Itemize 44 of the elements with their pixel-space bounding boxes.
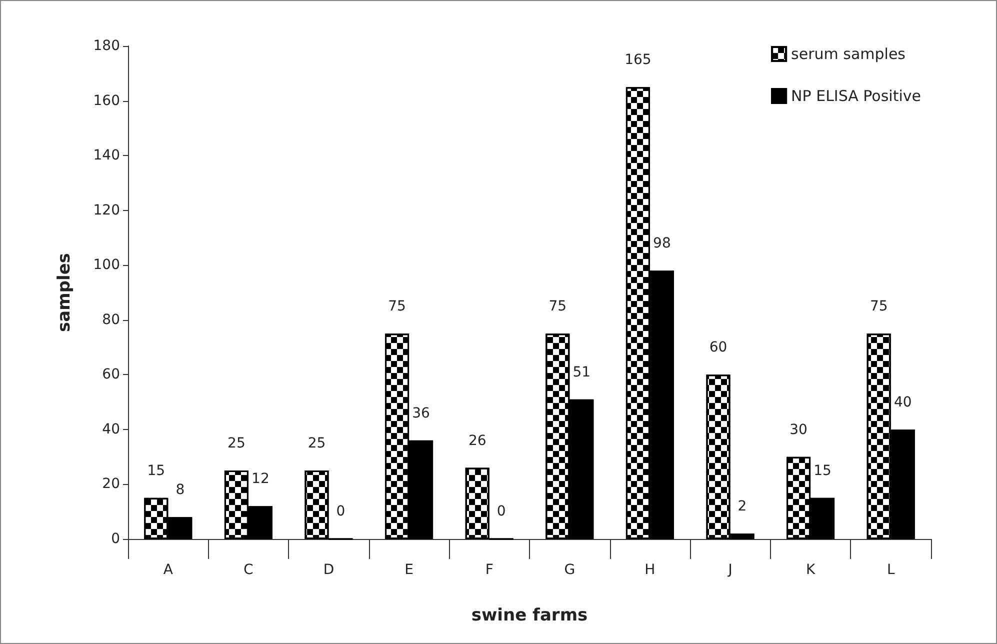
- x-axis-title: swine farms: [471, 606, 588, 626]
- y-tick-label: 140: [93, 148, 120, 164]
- data-label: 165: [624, 52, 652, 68]
- y-tick-label: 160: [93, 92, 120, 109]
- x-tick-label: J: [727, 562, 732, 578]
- data-label: 60: [709, 340, 728, 356]
- data-label: 25: [228, 436, 246, 452]
- data-label: 0: [336, 503, 346, 520]
- y-tick-label: 180: [93, 38, 120, 54]
- data-label: 26: [468, 432, 486, 449]
- data-label: 40: [894, 394, 912, 410]
- x-tick-label: G: [564, 562, 576, 578]
- x-tick-label: L: [886, 562, 895, 578]
- y-axis-title: samples: [54, 253, 74, 332]
- x-tick-label: K: [806, 562, 816, 578]
- data-label: 12: [252, 471, 270, 488]
- data-label: 15: [147, 462, 166, 479]
- x-tick-label: D: [323, 562, 334, 578]
- data-label: 30: [790, 422, 808, 438]
- x-tick-label: A: [163, 562, 174, 578]
- data-label: 8: [176, 482, 185, 498]
- data-label: 98: [653, 236, 671, 252]
- y-tick-label: 80: [102, 312, 120, 328]
- data-label: 25: [308, 436, 326, 452]
- y-tick-label: 120: [93, 202, 120, 218]
- data-label: 0: [496, 503, 506, 520]
- y-tick-label: 60: [102, 366, 120, 383]
- data-label: 51: [572, 364, 591, 380]
- y-tick-label: 20: [102, 476, 120, 492]
- data-label: 2: [738, 498, 747, 515]
- x-tick-label: H: [644, 562, 656, 578]
- data-label: 15: [814, 462, 832, 479]
- x-tick-label: F: [485, 562, 494, 578]
- legend-label: serum samples: [791, 45, 906, 63]
- data-label: 75: [548, 298, 567, 315]
- y-tick-label: 40: [102, 421, 120, 438]
- data-label: 36: [412, 405, 430, 422]
- x-tick-label: C: [244, 562, 254, 578]
- y-tick-label: 100: [93, 257, 120, 274]
- x-tick-label: E: [404, 562, 414, 578]
- data-label: 75: [870, 298, 888, 315]
- data-label: 75: [388, 298, 406, 315]
- legend-label: NP ELISA Positive: [791, 87, 922, 105]
- y-tick-label: 0: [111, 531, 120, 547]
